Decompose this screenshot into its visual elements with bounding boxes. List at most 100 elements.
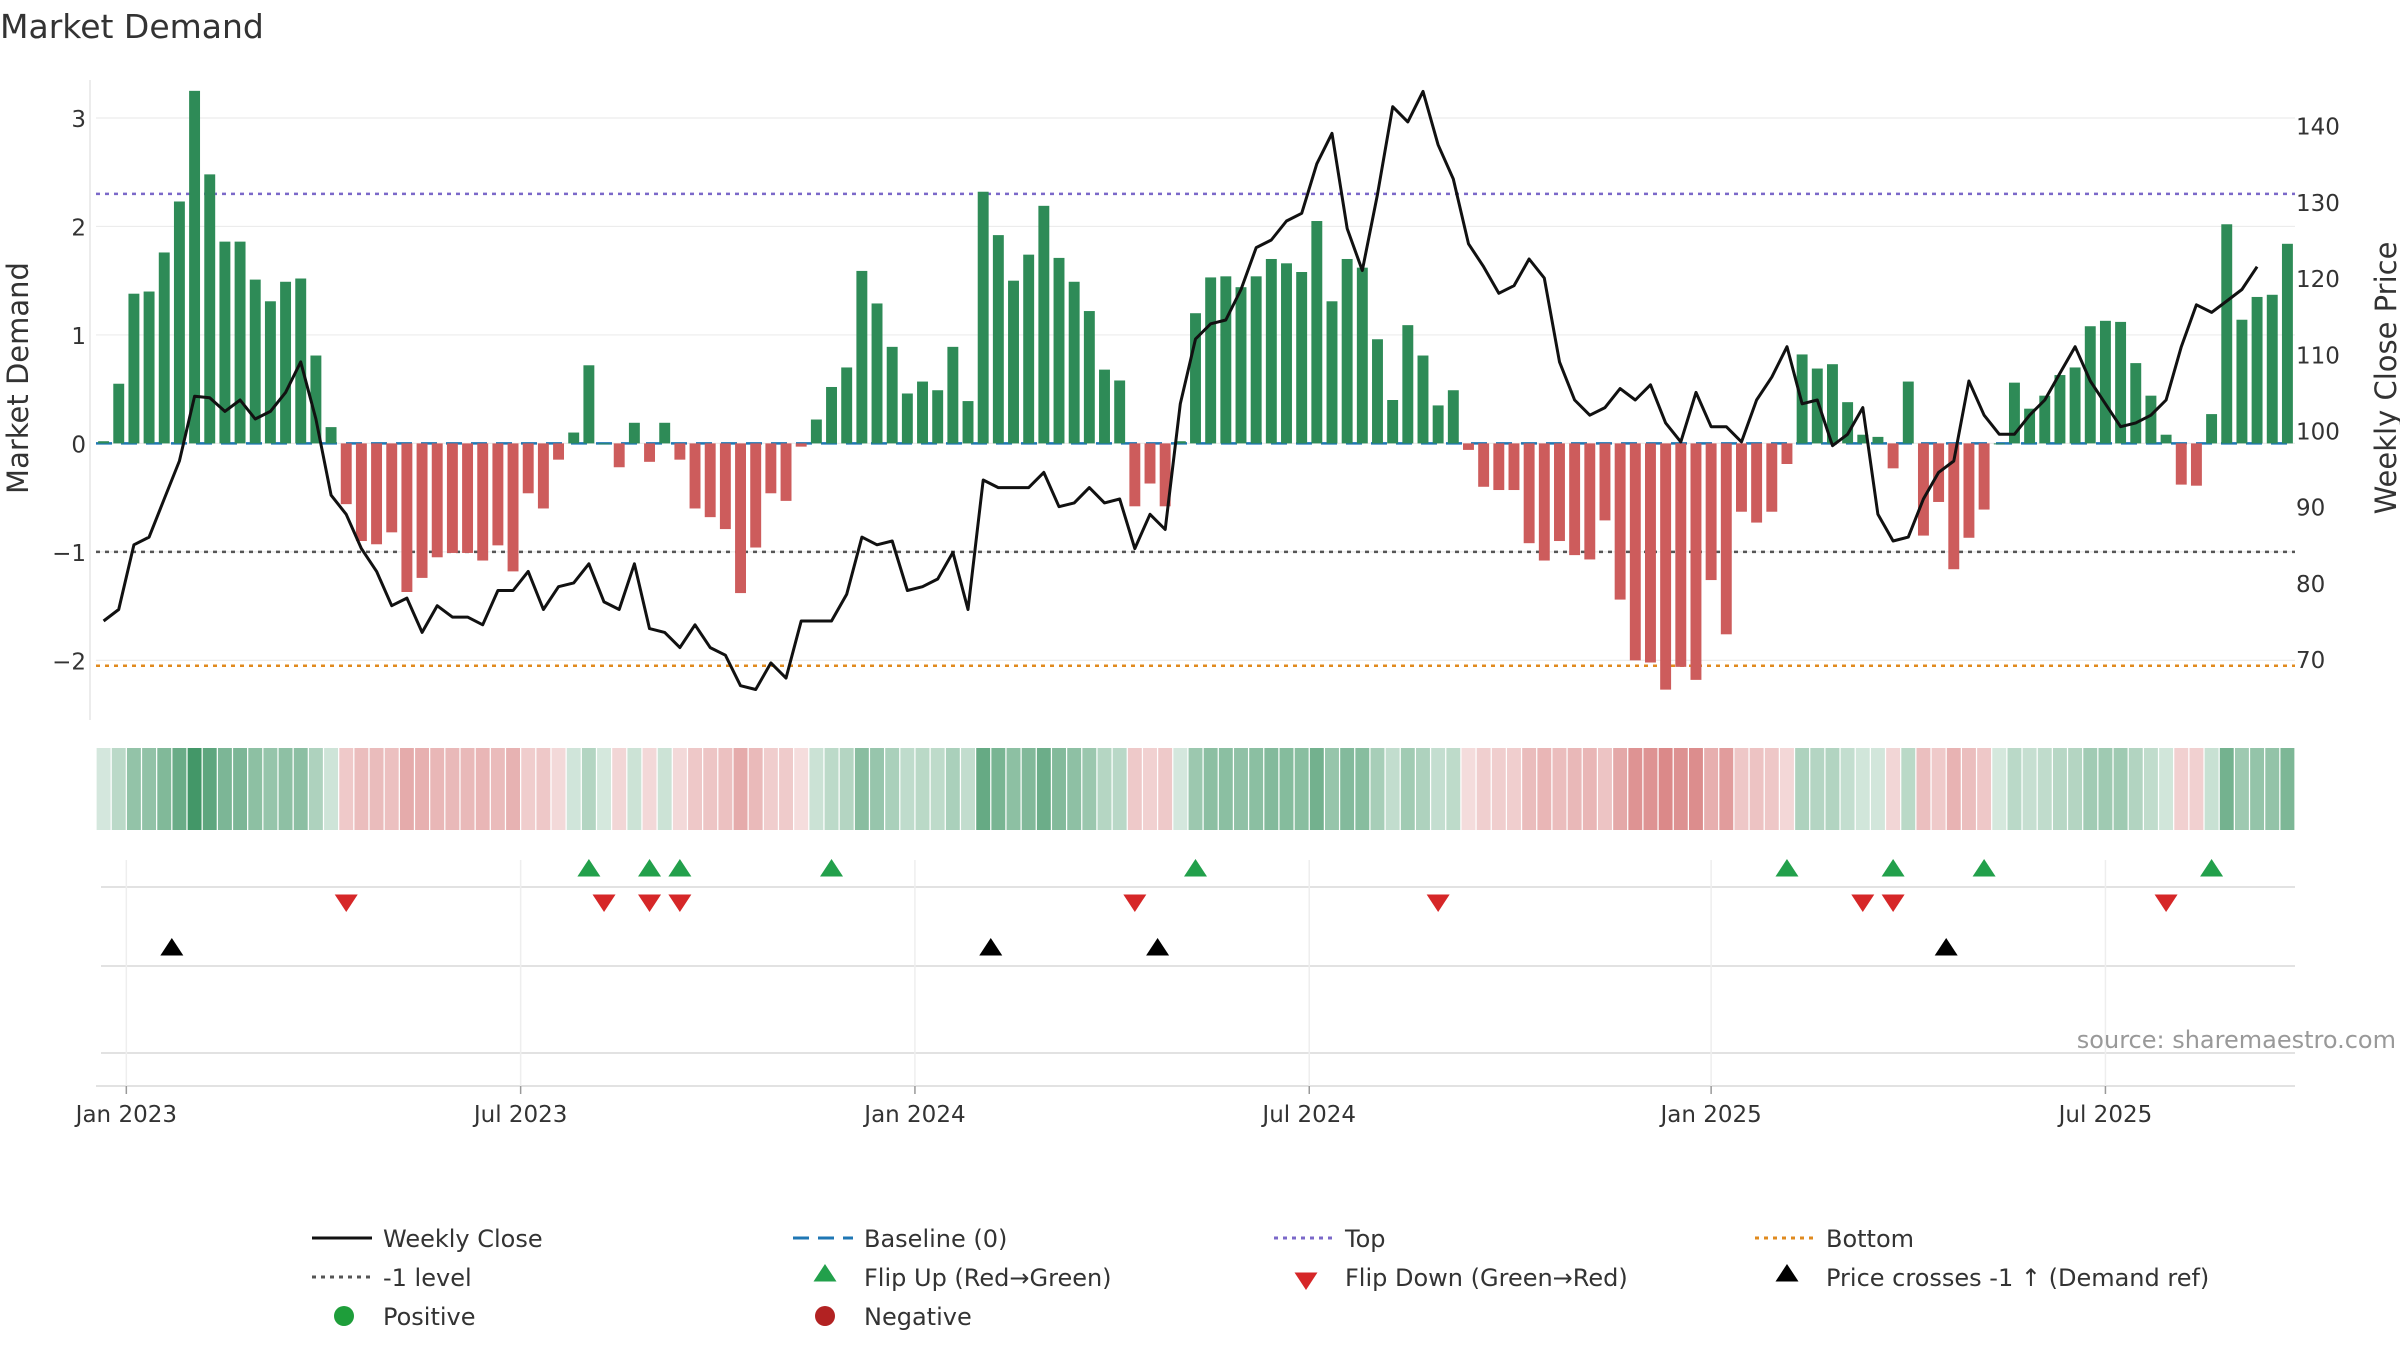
demand-bar-24: [462, 443, 474, 553]
heat-cell-64: [1067, 748, 1082, 830]
demand-bar-66: [1099, 369, 1110, 444]
heat-cell-106: [1704, 748, 1719, 830]
price-cross-marker-3: [1934, 938, 1958, 956]
demand-bar-64: [1068, 281, 1080, 444]
demand-bar-7: [204, 174, 216, 444]
heat-cell-120: [1916, 748, 1931, 830]
demand-bar-109: [1751, 443, 1763, 523]
heat-cell-113: [1810, 748, 1825, 830]
heat-cell-10: [248, 748, 263, 830]
demand-bar-84: [1372, 339, 1383, 444]
demand-bar-117: [1872, 436, 1884, 444]
heat-cell-50: [854, 748, 869, 830]
heat-cell-1: [111, 748, 126, 830]
heat-cell-31: [566, 748, 581, 830]
demand-heat-strip: [96, 748, 2295, 830]
heat-cell-12: [278, 748, 293, 830]
heat-cell-58: [976, 748, 991, 830]
heat-cell-141: [2234, 748, 2249, 830]
x-tick-label: Jul 2023: [472, 1102, 568, 1128]
demand-bar-45: [780, 443, 792, 501]
heat-cell-8: [217, 748, 232, 830]
demand-bar-78: [1281, 263, 1292, 444]
heat-cell-56: [945, 748, 960, 830]
heat-cell-33: [597, 748, 612, 830]
legend-label: Flip Down (Green→Red): [1345, 1264, 1628, 1292]
demand-bar-8: [219, 241, 231, 444]
y-left-tick-label: −2: [52, 649, 86, 675]
demand-bar-89: [1447, 390, 1459, 444]
heat-cell-26: [490, 748, 505, 830]
heat-cell-23: [445, 748, 460, 830]
demand-bar-93: [1508, 443, 1520, 491]
demand-bar-140: [2221, 224, 2233, 444]
heat-cell-3: [142, 748, 157, 830]
demand-bar-21: [416, 443, 428, 578]
demand-bar-96: [1554, 443, 1565, 542]
heat-cell-67: [1112, 748, 1127, 830]
demand-bar-43: [750, 443, 762, 548]
legend-label: Top: [1344, 1225, 1386, 1253]
y-left-tick-label: 0: [71, 432, 86, 458]
demand-bar-100: [1614, 443, 1626, 600]
heat-cell-124: [1977, 748, 1992, 830]
heat-cell-13: [293, 748, 308, 830]
heat-cell-9: [233, 748, 248, 830]
demand-bar-131: [2084, 326, 2096, 444]
heat-cell-111: [1779, 748, 1794, 830]
x-tick-label: Jan 2025: [1658, 1102, 1761, 1128]
heat-cell-78: [1279, 748, 1294, 830]
demand-bar-71: [1174, 441, 1186, 444]
demand-bar-4: [158, 252, 170, 444]
heat-cell-34: [612, 748, 627, 830]
flip-up-marker-3: [820, 859, 844, 877]
demand-bar-47: [810, 419, 822, 444]
heat-cell-109: [1749, 748, 1764, 830]
heat-cell-126: [2007, 748, 2022, 830]
demand-bar-139: [2206, 414, 2218, 444]
demand-bar-69: [1144, 443, 1156, 484]
heat-cell-15: [324, 748, 339, 830]
heat-cell-43: [748, 748, 763, 830]
demand-bar-5: [173, 201, 185, 444]
demand-bar-11: [264, 301, 276, 444]
heat-cell-74: [1218, 748, 1233, 830]
demand-bar-87: [1417, 355, 1429, 444]
heat-cell-105: [1689, 748, 1703, 830]
demand-bar-58: [977, 191, 989, 444]
heat-cell-125: [1992, 748, 2007, 830]
demand-bar-42: [735, 443, 746, 594]
demand-bar-26: [492, 443, 504, 546]
demand-bar-55: [932, 390, 944, 444]
heat-cell-71: [1173, 748, 1188, 830]
heat-cell-92: [1491, 748, 1506, 830]
heat-cell-97: [1567, 748, 1582, 830]
heat-cell-25: [475, 748, 490, 830]
x-tick-label: Jul 2025: [2057, 1102, 2153, 1128]
demand-bar-35: [628, 422, 640, 444]
legend-swatch: [815, 1306, 835, 1326]
demand-bar-90: [1463, 443, 1474, 450]
demand-bar-59: [992, 235, 1004, 444]
demand-bar-53: [901, 393, 913, 444]
demand-bar-34: [613, 443, 625, 468]
heat-cell-62: [1036, 748, 1051, 830]
demand-bar-2: [128, 293, 140, 444]
heat-cell-139: [2204, 748, 2219, 830]
heat-cell-30: [551, 748, 566, 830]
heat-cell-4: [157, 748, 172, 830]
demand-bar-125: [1993, 443, 2005, 445]
demand-bar-111: [1781, 443, 1793, 464]
heat-cell-45: [779, 748, 793, 830]
demand-bar-14: [310, 355, 322, 444]
legend-swatch: [1775, 1264, 1799, 1282]
heat-cell-65: [1082, 748, 1097, 830]
demand-bar-37: [659, 422, 671, 444]
heat-cell-104: [1673, 748, 1688, 830]
demand-bar-122: [1948, 443, 1960, 570]
heat-cell-101: [1628, 748, 1643, 830]
demand-bar-76: [1250, 276, 1262, 444]
heat-cell-19: [384, 748, 399, 830]
demand-bar-74: [1220, 276, 1232, 444]
